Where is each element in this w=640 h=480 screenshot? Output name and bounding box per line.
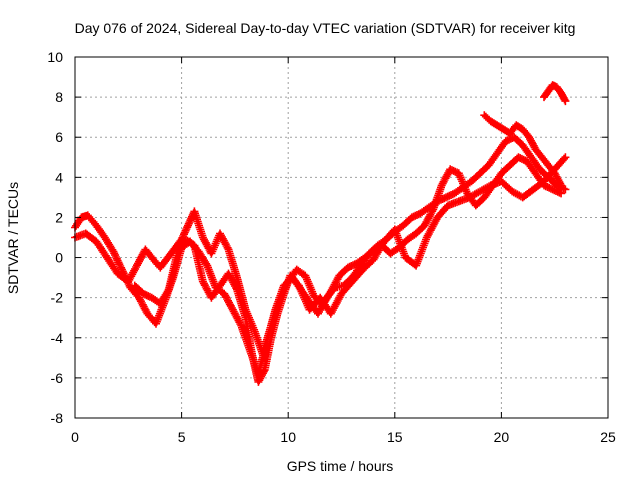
data-point-markers — [480, 111, 566, 190]
x-tick-label: 20 — [494, 429, 510, 445]
x-tick-label: 5 — [178, 429, 186, 445]
plot-frame — [74, 56, 609, 419]
axis-tick-labels: 0 5 10 15 20 25 -8 -6 -4 -2 0 2 4 6 8 10 — [47, 49, 616, 445]
data-point-markers — [540, 81, 570, 106]
series-track-c — [130, 153, 570, 386]
y-tick-label: -8 — [51, 410, 64, 426]
axis-ticks — [74, 56, 609, 419]
y-tick-label: -2 — [51, 290, 64, 306]
y-tick-label: 0 — [55, 250, 63, 266]
y-tick-label: 8 — [55, 89, 63, 105]
x-axis-label: GPS time / hours — [287, 458, 394, 474]
y-tick-label: -4 — [51, 330, 64, 346]
chart-title: Day 076 of 2024, Sidereal Day-to-day VTE… — [75, 20, 576, 36]
y-axis-label: SDTVAR / TECUs — [5, 182, 21, 294]
series-track-d — [480, 111, 566, 190]
x-tick-label: 15 — [387, 429, 403, 445]
x-tick-label: 0 — [71, 429, 79, 445]
data-point-markers — [130, 153, 570, 386]
series-track-e — [540, 81, 570, 106]
y-tick-label: 10 — [47, 49, 63, 65]
y-tick-label: 4 — [55, 169, 63, 185]
y-tick-label: -6 — [51, 370, 64, 386]
x-tick-label: 10 — [280, 429, 296, 445]
x-tick-label: 25 — [600, 429, 616, 445]
y-tick-label: 6 — [55, 129, 63, 145]
y-tick-label: 2 — [55, 209, 63, 225]
